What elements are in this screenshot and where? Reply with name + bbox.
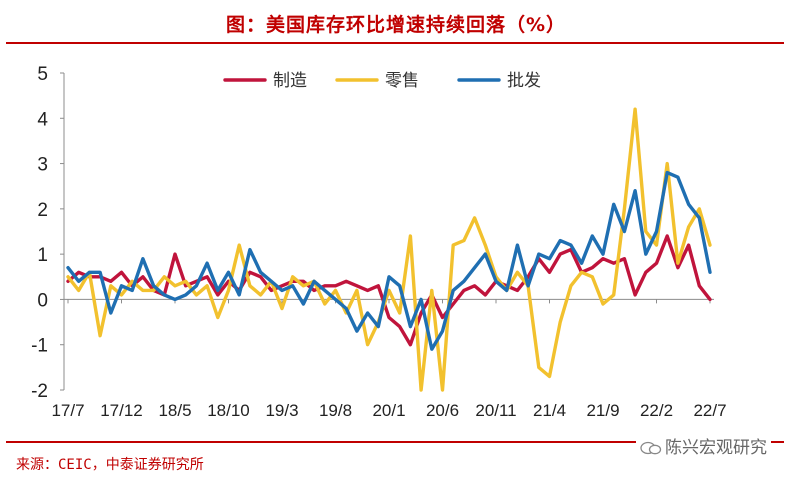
legend-label: 零售	[385, 71, 419, 91]
y-tick-label: 3	[37, 155, 48, 176]
y-tick-label: 5	[37, 64, 48, 85]
line-chart: 5 4 3 2 1 0 -1 -217/7 17/12 18/5 18/10 19/3 19/8 20/1…	[31, 64, 726, 420]
series-line	[66, 107, 712, 392]
watermark: 陈兴宏观研究	[636, 433, 771, 458]
chart-title: 图：美国库存环比增速持续回落（%）	[225, 14, 567, 36]
watermark-text: 陈兴宏观研究	[665, 438, 767, 458]
y-tick-label: -2	[31, 381, 48, 402]
y-tick-label: 1	[37, 245, 48, 266]
y-tick-label: 0	[37, 290, 48, 311]
x-tick-label: 19/8	[319, 401, 352, 420]
series-line	[66, 170, 712, 351]
series-line	[66, 234, 712, 347]
top-divider	[6, 42, 784, 44]
x-tick-label: 17/7	[51, 401, 84, 420]
wechat-icon	[640, 441, 662, 455]
x-tick-label: 22/7	[693, 401, 726, 420]
x-tick-label: 19/3	[265, 401, 298, 420]
x-tick-label: 18/10	[207, 401, 250, 420]
x-tick-label: 22/2	[640, 401, 673, 420]
legend-label: 制造	[273, 71, 307, 91]
x-tick-label: 21/9	[586, 401, 619, 420]
bottom-divider	[6, 441, 784, 443]
x-tick-label: 17/12	[100, 401, 143, 420]
y-tick-label: -1	[31, 336, 48, 357]
source-note: 来源：CEIC，中泰证券研究所	[16, 457, 204, 473]
x-tick-label: 18/5	[158, 401, 191, 420]
y-tick-label: 2	[37, 200, 48, 221]
x-tick-label: 20/11	[475, 401, 516, 420]
x-tick-label: 21/4	[533, 401, 566, 420]
y-tick-label: 4	[37, 109, 48, 130]
legend-label: 批发	[507, 71, 541, 91]
x-tick-label: 20/6	[426, 401, 459, 420]
x-tick-label: 20/1	[372, 401, 405, 420]
